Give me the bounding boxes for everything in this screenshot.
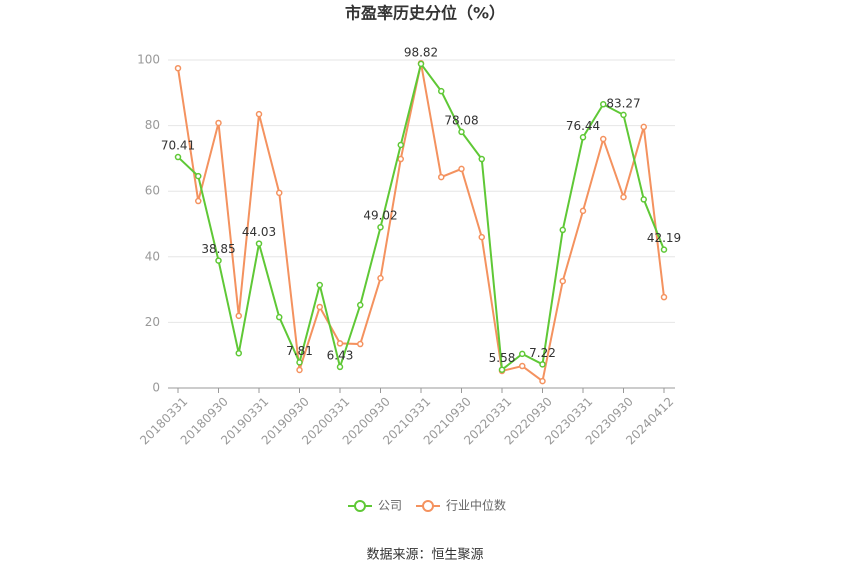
point-marker	[478, 233, 485, 241]
point-marker	[640, 123, 647, 131]
point-marker	[579, 207, 587, 215]
legend-marker	[422, 500, 434, 512]
chart-title: 市盈率历史分位（%）	[345, 4, 505, 23]
point-marker	[519, 362, 526, 370]
point-marker	[539, 377, 546, 385]
point-marker	[397, 141, 404, 149]
point-marker	[215, 257, 222, 264]
point-marker	[660, 293, 668, 301]
point-marker	[458, 165, 465, 173]
y-tick-label: 100	[137, 53, 160, 67]
data-label: 42.19	[647, 231, 681, 245]
point-marker	[357, 340, 364, 348]
point-marker	[316, 281, 323, 289]
point-marker	[498, 366, 506, 373]
point-marker	[255, 240, 263, 247]
point-marker	[478, 155, 485, 163]
point-marker	[458, 128, 465, 136]
point-marker	[296, 359, 303, 366]
legend-marker	[354, 500, 366, 512]
data-label: 98.82	[404, 45, 438, 59]
point-marker	[377, 274, 384, 282]
point-marker	[174, 153, 182, 161]
y-tick-label: 20	[145, 315, 160, 329]
legend-label: 行业中位数	[446, 498, 506, 513]
point-marker	[336, 363, 344, 371]
data-label: 7.22	[529, 346, 556, 360]
point-marker	[377, 223, 384, 231]
legend-label: 公司	[378, 499, 402, 513]
point-marker	[276, 189, 283, 197]
point-marker	[174, 64, 182, 72]
point-marker	[660, 246, 668, 253]
y-tick-label: 0	[152, 381, 160, 395]
point-marker	[539, 361, 546, 368]
source-note: 数据来源：恒生聚源	[366, 548, 483, 563]
point-marker	[640, 196, 647, 203]
point-marker	[357, 301, 364, 309]
point-marker	[255, 110, 263, 118]
point-marker	[195, 197, 202, 205]
data-label: 5.58	[489, 351, 516, 365]
series-line	[177, 61, 665, 372]
point-marker	[600, 101, 607, 108]
point-marker	[336, 340, 344, 347]
point-marker	[316, 303, 323, 311]
point-marker	[579, 134, 587, 141]
y-tick-label: 80	[145, 118, 160, 132]
data-label: 78.08	[444, 113, 478, 127]
point-marker	[438, 87, 445, 95]
point-marker	[519, 350, 526, 358]
data-label: 70.41	[161, 139, 195, 153]
point-marker	[235, 349, 242, 357]
data-label: 38.85	[201, 242, 235, 256]
point-marker	[559, 277, 566, 285]
data-label: 76.44	[566, 119, 600, 133]
point-marker	[559, 226, 566, 234]
y-tick-label: 60	[145, 184, 160, 198]
point-marker	[195, 172, 202, 180]
point-marker	[215, 119, 222, 127]
point-marker	[417, 60, 425, 68]
point-marker	[600, 135, 607, 143]
point-marker	[620, 111, 627, 119]
point-marker	[276, 313, 283, 321]
point-marker	[296, 366, 303, 374]
data-label: 83.27	[606, 96, 640, 110]
point-marker	[438, 173, 445, 181]
data-label: 6.43	[327, 348, 354, 362]
y-tick-label: 40	[145, 249, 160, 263]
data-label: 44.03	[242, 225, 276, 239]
point-marker	[620, 193, 627, 201]
data-label: 49.02	[363, 209, 397, 223]
data-label: 7.81	[286, 344, 313, 358]
series-line	[177, 63, 665, 383]
point-marker	[235, 312, 242, 320]
point-marker	[397, 155, 404, 163]
